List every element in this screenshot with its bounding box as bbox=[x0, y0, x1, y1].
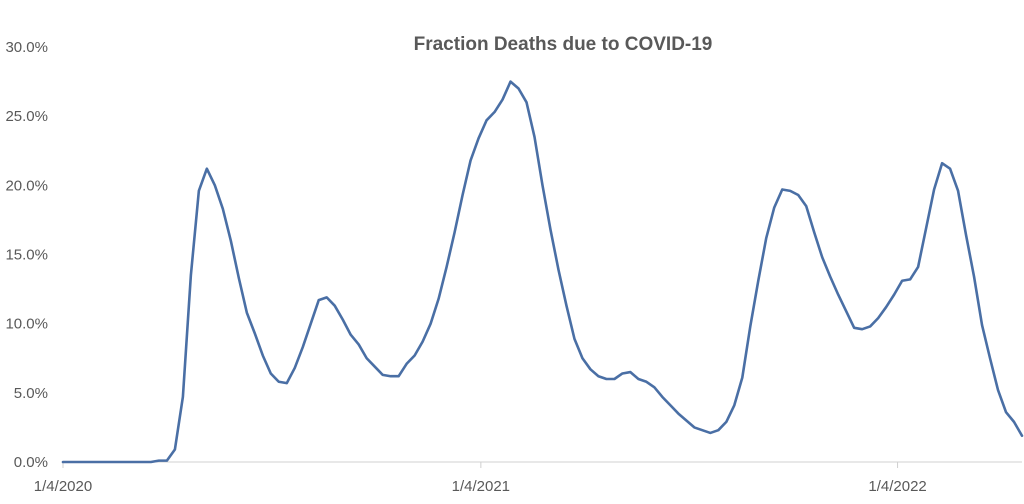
x-tick-label: 1/4/2020 bbox=[34, 478, 92, 495]
y-tick-label: 5.0% bbox=[14, 385, 48, 402]
x-tick-label: 1/4/2021 bbox=[452, 478, 510, 495]
x-axis: 1/4/2020 1/4/2021 1/4/2022 bbox=[34, 461, 1022, 495]
series-line bbox=[61, 80, 1024, 464]
y-tick-label: 30.0% bbox=[5, 39, 48, 56]
y-axis-tick-labels: 0.0% 5.0% 10.0% 15.0% 20.0% 25.0% 30.0% bbox=[5, 39, 48, 471]
y-tick-label: 15.0% bbox=[5, 247, 48, 264]
y-tick-label: 20.0% bbox=[5, 177, 48, 194]
plot-area bbox=[61, 80, 1024, 464]
y-tick-label: 0.0% bbox=[14, 454, 48, 471]
y-tick-label: 10.0% bbox=[5, 316, 48, 333]
y-tick-label: 25.0% bbox=[5, 108, 48, 125]
chart-title: Fraction Deaths due to COVID-19 bbox=[414, 34, 713, 55]
x-tick-label: 1/4/2022 bbox=[868, 478, 926, 495]
